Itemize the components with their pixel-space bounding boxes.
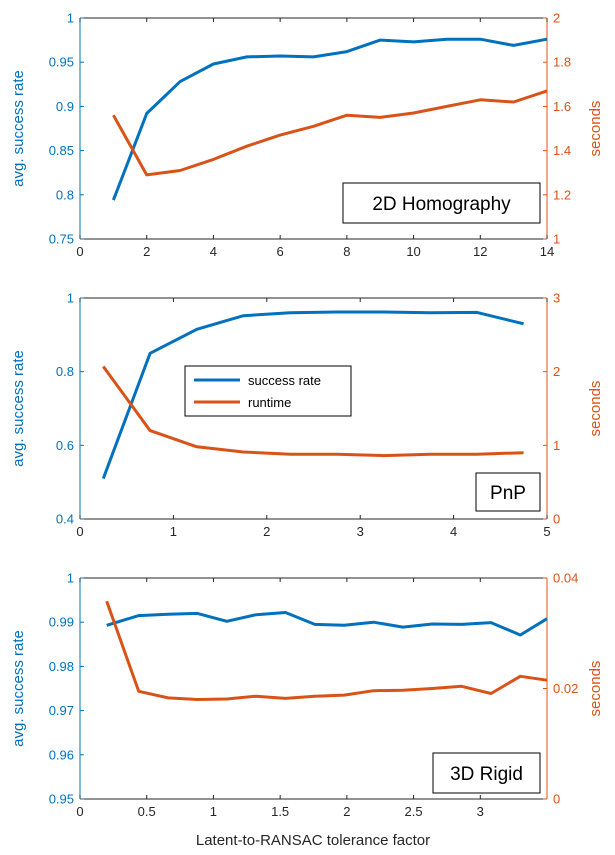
panel-label-box [475,472,541,512]
runtime-line [112,89,548,177]
panel-label-box [342,182,541,224]
runtime-line [105,600,548,701]
right-y-tick-label: 1.4 [553,143,571,158]
x-tick-label: 8 [343,244,350,259]
x-tick-label: 3 [357,524,364,539]
success-rate-line [101,310,524,480]
left-y-tick-label: 0.95 [49,55,74,70]
left-y-tick-label: 0.96 [49,747,74,762]
left-y-axis-label: avg. success rate [10,350,27,467]
legend-runtime-label: runtime [248,395,291,410]
right-y-tick-label: 0.02 [553,681,578,696]
x-tick-label: 12 [473,244,487,259]
left-y-tick-label: 1 [67,11,74,26]
left-y-tick-label: 1 [67,291,74,306]
x-tick-label: 1 [210,804,217,819]
panel-label: PnP [490,483,526,504]
runtime-line [102,365,524,458]
right-y-tick-label: 1.8 [553,55,571,70]
left-y-tick-label: 0.97 [49,703,74,718]
left-y-tick-label: 0.85 [49,143,74,158]
panel-label: 3D Rigid [450,764,523,785]
x-tick-label: 6 [277,244,284,259]
x-tick-label: 3 [477,804,484,819]
right-y-tick-label: 0 [553,792,560,807]
left-y-tick-label: 0.98 [49,659,74,674]
x-tick-label: 14 [540,244,554,259]
legend-success-label: success rate [248,373,321,388]
left-y-tick-label: 0.95 [49,792,74,807]
right-y-tick-label: 2 [553,364,560,379]
panel-label: 2D Homography [372,194,511,215]
left-y-tick-label: 0.4 [56,512,74,527]
chart-panel-2: 0 1 2 3 4 5 0.4 0.6 0.8 1 0 1 2 3 avg. success rate sec… [10,291,604,540]
x-tick-label: 2 [143,244,150,259]
left-y-tick-label: 0.9 [56,99,74,114]
legend: success rate runtime [184,365,352,417]
right-y-tick-label: 1.2 [553,187,571,202]
left-y-axis-label: avg. success rate [10,630,27,747]
chart-panel-1: 0 2 4 6 8 10 12 14 0.75 0.8 0.85 0.9 0.95 1 1 1.2 1.4 1.6… [10,11,604,260]
x-tick-label: 0 [76,524,83,539]
x-tick-label: 10 [406,244,420,259]
x-tick-label: 4 [450,524,457,539]
x-axis-label: Latent-to-RANSAC tolerance factor [196,832,430,849]
x-tick-label: 5 [543,524,550,539]
success-rate-line [111,37,548,201]
left-y-tick-label: 0.99 [49,615,74,630]
right-y-axis-label: seconds [587,101,604,157]
left-y-tick-label: 0.8 [56,187,74,202]
panel-label-box [432,752,541,794]
right-y-tick-label: 0 [553,512,560,527]
success-rate-line [106,611,548,637]
legend-box [184,365,352,417]
right-y-axis-label: seconds [587,661,604,717]
left-y-tick-label: 0.8 [56,364,74,379]
right-y-tick-label: 3 [553,291,560,306]
x-tick-label: 4 [210,244,217,259]
right-y-tick-label: 1.6 [553,99,571,114]
left-y-tick-label: 1 [67,571,74,586]
x-tick-label: 1 [170,524,177,539]
right-y-axis-label: seconds [587,381,604,437]
left-y-tick-label: 0.6 [56,438,74,453]
left-y-axis-label: avg. success rate [10,70,27,187]
right-y-tick-label: 1 [553,438,560,453]
x-tick-label: 0.5 [138,804,156,819]
chart-panel-3: 0 0.5 1 1.5 2 2.5 3 0.95 0.96 0.97 0.98 0.99 1 0 0.02 0… [10,571,604,820]
right-y-tick-label: 1 [553,232,560,247]
x-tick-label: 2 [343,804,350,819]
x-tick-label: 2 [263,524,270,539]
x-tick-label: 1.5 [271,804,289,819]
x-tick-label: 0 [76,804,83,819]
x-tick-label: 2.5 [405,804,423,819]
x-tick-label: 0 [76,244,83,259]
right-y-tick-label: 2 [553,11,560,26]
left-y-tick-label: 0.75 [49,232,74,247]
right-y-tick-label: 0.04 [553,571,578,586]
